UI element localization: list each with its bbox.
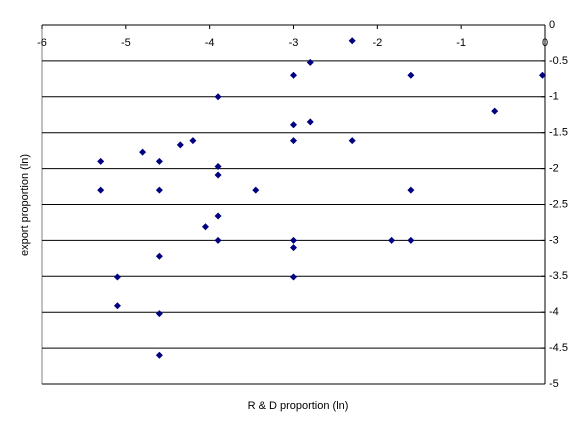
y-tick-label: -1.5 [549,127,568,139]
point [290,137,297,145]
x-tick-label: -6 [37,37,47,49]
y-tick-label: -2 [549,163,559,175]
point [113,273,121,281]
point [214,171,222,179]
point [348,37,356,45]
y-tick-label: -5 [549,378,559,390]
y-tick-label: -3 [549,234,559,246]
point [538,71,546,79]
point [388,236,396,244]
point [290,244,297,252]
x-tick-label: -2 [372,37,382,49]
x-tick-label: -4 [205,37,215,49]
point [155,351,163,359]
point [290,71,297,79]
x-tick-label: -5 [121,37,131,49]
y-tick-label: -1 [549,91,559,103]
point [290,121,297,129]
point [290,273,297,281]
y-tick-label: -4 [549,306,559,318]
y-tick-label: -0.5 [549,55,568,67]
y-tick-label: -3.5 [549,270,568,282]
point [155,252,163,260]
point [407,186,415,194]
point [155,186,163,194]
point [97,186,105,194]
y-tick-label: 0 [549,19,555,31]
point [113,302,121,310]
x-axis-label: R & D proportion (ln) [248,400,349,412]
point [176,141,184,149]
point [139,148,147,156]
point [306,58,314,66]
x-tick-label: 0 [542,37,548,49]
point [97,157,105,165]
y-tick-label: -2.5 [549,198,568,210]
y-axis-label: export proportion (ln) [19,154,31,256]
point [155,157,163,165]
point [491,107,499,115]
point [189,137,197,145]
point [306,118,314,126]
point [214,93,222,101]
point [407,236,415,244]
point [290,236,297,244]
point [407,71,415,79]
y-tick-label: -4.5 [549,342,568,354]
point [214,236,222,244]
x-tick-label: -3 [289,37,299,49]
point [214,162,222,170]
point [252,186,260,194]
point [201,223,209,231]
point [348,137,356,145]
point [155,310,163,318]
point [214,212,222,220]
x-tick-label: -1 [456,37,466,49]
